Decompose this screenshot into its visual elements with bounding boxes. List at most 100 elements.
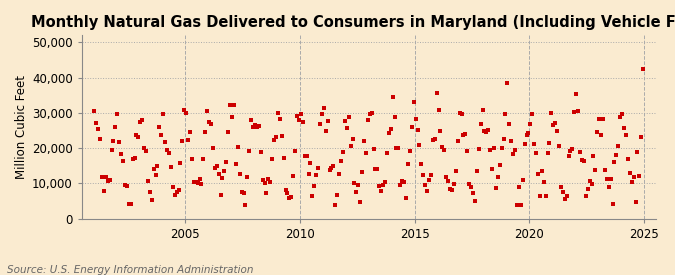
Point: [571, 92, 582, 96]
Point: [445, 187, 456, 191]
Point: [510, 148, 520, 152]
Point: [92, 127, 103, 131]
Point: [179, 108, 190, 113]
Point: [624, 171, 635, 176]
Point: [315, 122, 325, 126]
Point: [471, 169, 482, 173]
Point: [525, 122, 536, 126]
Point: [204, 119, 215, 124]
Point: [190, 180, 201, 185]
Point: [317, 111, 327, 116]
Point: [177, 139, 188, 143]
Point: [140, 149, 151, 153]
Point: [347, 137, 358, 141]
Point: [124, 202, 134, 206]
Point: [362, 117, 373, 122]
Point: [456, 112, 467, 116]
Point: [483, 128, 493, 133]
Point: [206, 121, 217, 126]
Point: [379, 180, 390, 184]
Point: [150, 173, 161, 177]
Point: [489, 146, 500, 150]
Point: [556, 185, 566, 189]
Point: [253, 124, 264, 128]
Point: [554, 144, 564, 148]
Point: [290, 149, 300, 153]
Point: [351, 190, 362, 194]
Point: [450, 169, 461, 174]
Text: Source: U.S. Energy Information Administration: Source: U.S. Energy Information Administ…: [7, 265, 253, 275]
Point: [355, 200, 366, 204]
Point: [586, 182, 597, 187]
Point: [321, 129, 331, 133]
Point: [225, 103, 236, 108]
Point: [406, 125, 417, 129]
Point: [383, 131, 394, 135]
Point: [569, 110, 580, 114]
Point: [184, 130, 195, 135]
Point: [387, 95, 398, 99]
Point: [443, 179, 454, 183]
Point: [309, 183, 320, 188]
Point: [167, 185, 178, 189]
Point: [358, 139, 369, 144]
Point: [175, 161, 186, 165]
Point: [112, 112, 123, 116]
Point: [89, 109, 100, 113]
Point: [223, 130, 234, 134]
Point: [580, 194, 591, 199]
Point: [115, 152, 126, 156]
Point: [395, 183, 406, 187]
Point: [632, 150, 643, 154]
Point: [101, 175, 111, 180]
Point: [496, 146, 507, 150]
Point: [154, 125, 165, 129]
Point: [424, 178, 435, 182]
Point: [310, 173, 321, 177]
Point: [372, 167, 383, 171]
Point: [626, 180, 637, 184]
Point: [156, 132, 167, 137]
Point: [500, 111, 511, 116]
Point: [542, 151, 553, 155]
Point: [271, 135, 281, 139]
Point: [117, 159, 128, 163]
Point: [603, 185, 614, 190]
Point: [516, 202, 526, 207]
Point: [389, 114, 400, 119]
Point: [537, 169, 547, 174]
Point: [535, 194, 545, 198]
Point: [422, 189, 433, 193]
Point: [196, 181, 207, 186]
Point: [420, 183, 431, 188]
Point: [333, 171, 344, 176]
Point: [539, 180, 549, 184]
Point: [638, 67, 649, 71]
Point: [340, 119, 350, 123]
Point: [330, 202, 341, 207]
Point: [399, 180, 410, 184]
Point: [437, 145, 448, 149]
Point: [544, 141, 555, 145]
Point: [364, 111, 375, 116]
Point: [367, 111, 377, 116]
Point: [508, 152, 518, 156]
Point: [605, 177, 616, 181]
Point: [468, 191, 479, 196]
Point: [265, 180, 275, 184]
Point: [236, 190, 247, 194]
Title: Monthly Natural Gas Delivered to Consumers in Maryland (Including Vehicle Fuel): Monthly Natural Gas Delivered to Consume…: [31, 15, 675, 30]
Point: [608, 202, 618, 206]
Point: [404, 149, 415, 153]
Point: [248, 125, 259, 129]
Point: [229, 103, 240, 107]
Point: [219, 169, 230, 173]
Point: [160, 140, 171, 145]
Point: [148, 167, 159, 171]
Point: [412, 127, 423, 132]
Point: [282, 191, 293, 196]
Point: [303, 172, 314, 176]
Point: [207, 145, 218, 150]
Point: [592, 130, 603, 135]
Point: [475, 122, 486, 127]
